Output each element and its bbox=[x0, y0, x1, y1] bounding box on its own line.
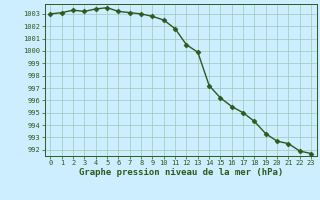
X-axis label: Graphe pression niveau de la mer (hPa): Graphe pression niveau de la mer (hPa) bbox=[79, 168, 283, 177]
